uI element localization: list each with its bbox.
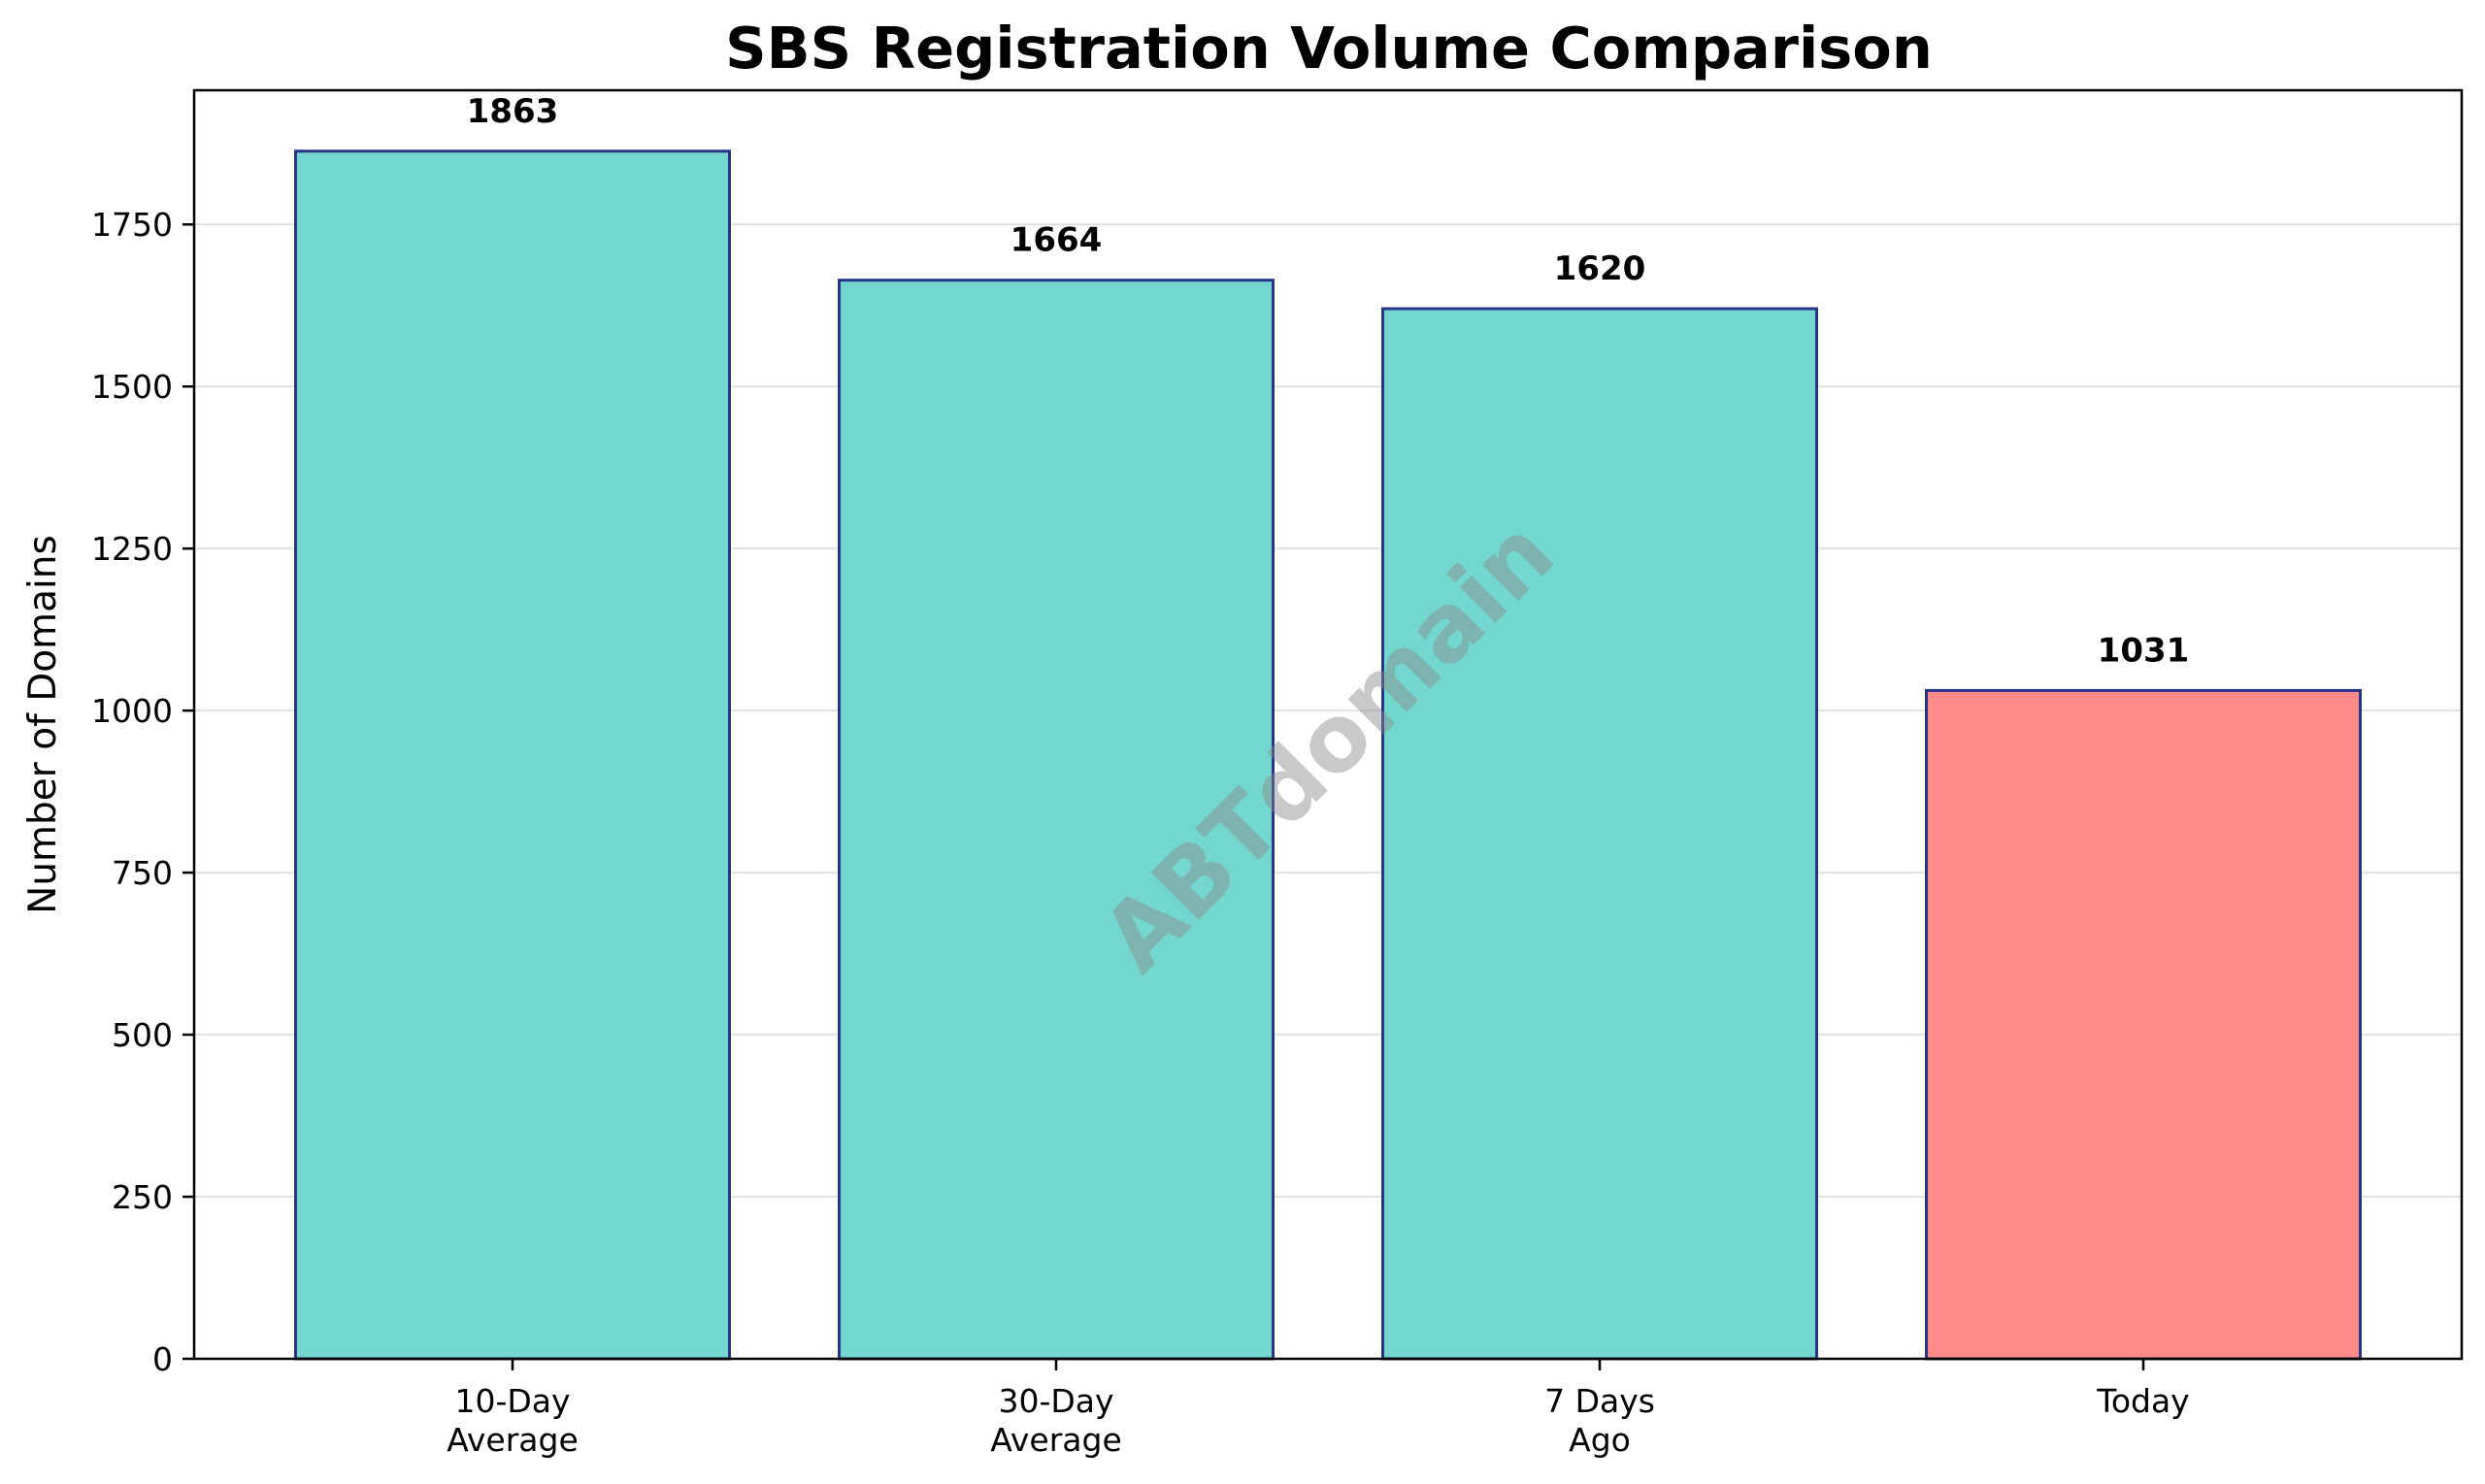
x-tick-label: 7 Days Ago: [1544, 1382, 1655, 1459]
y-tick-label: 0: [152, 1340, 173, 1378]
y-tick-label: 1250: [91, 530, 173, 568]
y-tick-label: 1000: [91, 692, 173, 730]
bars: [294, 149, 2362, 1361]
y-axis-label: Number of Domains: [21, 535, 65, 914]
bar: [838, 279, 1275, 1361]
data-label: 1863: [467, 92, 559, 131]
data-label: 1620: [1554, 249, 1646, 288]
chart-title: SBS Registration Volume Comparison: [725, 15, 1933, 82]
y-tick-label: 1500: [91, 368, 173, 406]
data-label: 1031: [2098, 631, 2190, 670]
y-tick-label: 750: [112, 854, 173, 892]
bar: [1381, 307, 1818, 1361]
y-tick-label: 250: [112, 1178, 173, 1216]
x-tick-label: Today: [2096, 1382, 2189, 1420]
y-axis-ticks: 0 250 500 750 1000 1250 1500 1750: [91, 206, 194, 1378]
y-tick-label: 1750: [91, 206, 173, 244]
bar: [294, 149, 731, 1361]
x-tick-label: 30-Day Average: [990, 1382, 1122, 1459]
x-tick-label: 10-Day Average: [447, 1382, 579, 1459]
data-label: 1664: [1011, 221, 1103, 260]
x-axis-ticks: 10-Day Average 30-Day Average 7 Days Ago Today: [447, 1359, 2190, 1459]
y-tick-label: 500: [112, 1016, 173, 1054]
data-labels: 1863 1664 1620 1031: [467, 92, 2190, 671]
bar: [1925, 688, 2362, 1361]
plot-frame: [192, 88, 2464, 1361]
